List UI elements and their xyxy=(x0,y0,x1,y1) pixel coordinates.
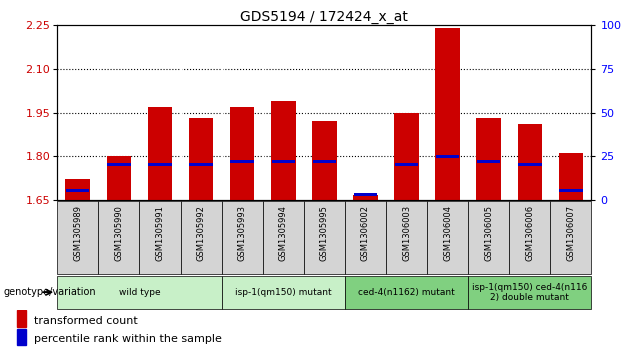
Bar xyxy=(304,25,345,200)
Bar xyxy=(427,201,468,274)
Bar xyxy=(230,160,254,163)
Bar xyxy=(435,28,460,200)
Bar xyxy=(230,107,254,200)
Bar xyxy=(386,201,427,274)
Text: wild type: wild type xyxy=(119,288,160,297)
Bar xyxy=(66,189,90,192)
Bar xyxy=(427,25,468,200)
Title: GDS5194 / 172424_x_at: GDS5194 / 172424_x_at xyxy=(240,11,408,24)
Text: GSM1306006: GSM1306006 xyxy=(525,205,534,261)
Bar xyxy=(354,193,377,196)
Bar xyxy=(99,201,139,274)
Bar xyxy=(345,201,386,274)
Bar xyxy=(148,163,172,166)
Bar xyxy=(57,25,99,200)
Bar xyxy=(57,201,99,274)
Bar xyxy=(509,25,550,200)
Bar xyxy=(313,160,336,163)
Text: ced-4(n1162) mutant: ced-4(n1162) mutant xyxy=(358,288,455,297)
Bar xyxy=(190,163,213,166)
Bar xyxy=(107,156,131,200)
Bar xyxy=(57,276,221,309)
Text: percentile rank within the sample: percentile rank within the sample xyxy=(34,334,221,344)
Bar xyxy=(394,113,419,200)
Bar xyxy=(559,189,583,192)
Bar xyxy=(550,25,591,200)
Bar xyxy=(263,25,304,200)
Text: GSM1306003: GSM1306003 xyxy=(402,205,411,261)
Bar xyxy=(221,276,345,309)
Bar xyxy=(148,107,172,200)
Text: GSM1305995: GSM1305995 xyxy=(320,205,329,261)
Text: isp-1(qm150) mutant: isp-1(qm150) mutant xyxy=(235,288,331,297)
Text: GSM1306004: GSM1306004 xyxy=(443,205,452,261)
Text: GSM1305991: GSM1305991 xyxy=(155,205,165,261)
Text: GSM1305994: GSM1305994 xyxy=(279,205,287,261)
Bar xyxy=(189,118,214,200)
Bar xyxy=(17,310,26,327)
Bar xyxy=(263,201,304,274)
Bar xyxy=(558,153,583,200)
Bar xyxy=(468,276,591,309)
Bar xyxy=(386,25,427,200)
Text: transformed count: transformed count xyxy=(34,316,137,326)
Bar xyxy=(221,25,263,200)
Bar xyxy=(353,195,378,200)
Text: GSM1305990: GSM1305990 xyxy=(114,205,123,261)
Text: GSM1305993: GSM1305993 xyxy=(238,205,247,261)
Text: GSM1306002: GSM1306002 xyxy=(361,205,370,261)
Bar xyxy=(518,163,541,166)
Bar xyxy=(312,121,336,200)
Bar xyxy=(436,155,459,158)
Bar xyxy=(272,160,295,163)
Bar xyxy=(304,201,345,274)
Bar xyxy=(395,163,418,166)
Bar xyxy=(181,25,221,200)
Bar xyxy=(271,101,296,200)
Bar xyxy=(518,124,542,200)
Bar xyxy=(17,329,26,345)
Bar xyxy=(468,201,509,274)
Bar xyxy=(221,201,263,274)
Bar xyxy=(345,25,386,200)
Text: GSM1305992: GSM1305992 xyxy=(197,205,205,261)
Bar xyxy=(139,201,181,274)
Text: isp-1(qm150) ced-4(n116
2) double mutant: isp-1(qm150) ced-4(n116 2) double mutant xyxy=(472,282,588,302)
Text: GSM1305989: GSM1305989 xyxy=(73,205,82,261)
Bar xyxy=(476,118,501,200)
Bar xyxy=(139,25,181,200)
Bar xyxy=(468,25,509,200)
Text: GSM1306007: GSM1306007 xyxy=(567,205,576,261)
Bar xyxy=(181,201,221,274)
Text: genotype/variation: genotype/variation xyxy=(3,287,96,297)
Bar xyxy=(550,201,591,274)
Bar xyxy=(99,25,139,200)
Bar xyxy=(509,201,550,274)
Text: GSM1306005: GSM1306005 xyxy=(484,205,494,261)
Bar xyxy=(107,163,130,166)
Bar xyxy=(477,160,501,163)
Bar xyxy=(66,179,90,200)
Bar xyxy=(345,276,468,309)
